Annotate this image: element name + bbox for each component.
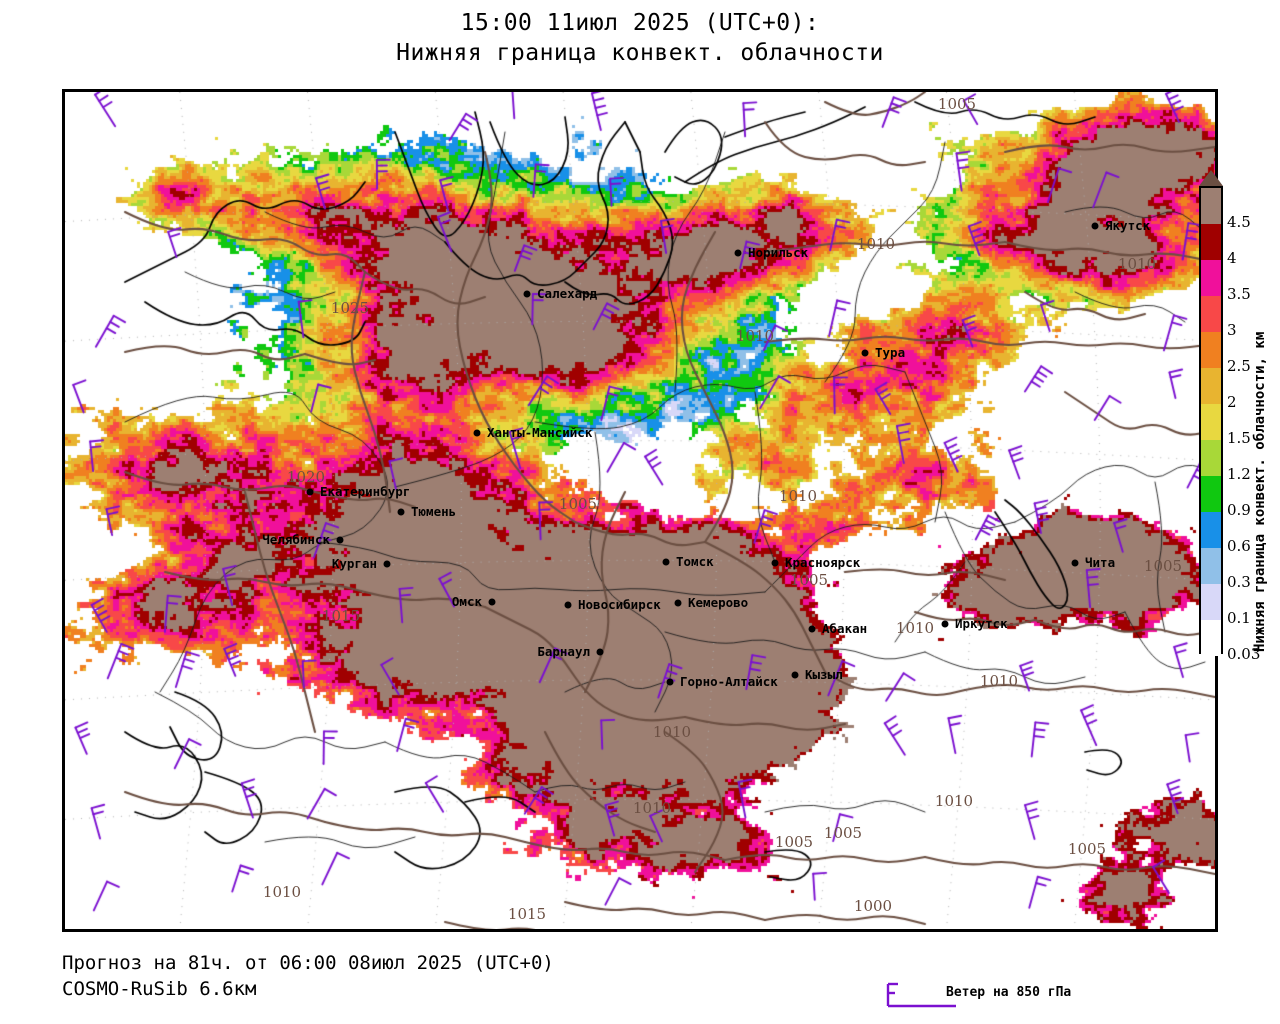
- wind-legend: Ветер на 850 гПа: [876, 980, 1216, 1020]
- isobar-label: 1010: [632, 799, 672, 817]
- colorbar-tick-label: 0.1: [1227, 609, 1251, 627]
- isobar-label: 1020: [286, 468, 326, 486]
- isobar-label: 1010: [652, 723, 692, 741]
- colorbar-segment: [1201, 368, 1221, 404]
- colorbar-segment: [1201, 224, 1221, 260]
- model-info: COSMO-RuSib 6.6км: [62, 978, 257, 1000]
- isobar-label: 1010: [735, 327, 775, 345]
- colorbar-segment: [1201, 620, 1221, 656]
- isobar-label: 1005: [823, 824, 863, 842]
- colorbar-overflow-arrow-icon: [1199, 170, 1223, 186]
- colorbar-tick-label: 3: [1227, 321, 1237, 339]
- isobar-label: 1005: [789, 571, 829, 589]
- colorbar-tick-label: 2: [1227, 393, 1237, 411]
- colorbar-segment: [1201, 404, 1221, 440]
- isobar-label: 1015: [321, 607, 361, 625]
- isobar-label: 1010: [934, 792, 974, 810]
- isobar-label: 1005: [937, 95, 977, 113]
- isobar-label: 1010: [1117, 255, 1157, 273]
- isobar-label: 1005: [558, 495, 598, 513]
- colorbar-tick-label: 0.6: [1227, 537, 1251, 555]
- isobar-label: 1025: [330, 299, 370, 317]
- colorbar-tick-label: 4.5: [1227, 213, 1251, 231]
- colorbar-tick-label: 1.5: [1227, 429, 1251, 447]
- colorbar-tick-label: 0.9: [1227, 501, 1251, 519]
- colorbar-segment: [1201, 548, 1221, 584]
- title-parameter: Нижняя граница конвект. облачности: [396, 40, 884, 66]
- colorbar-tick-label: 2.5: [1227, 357, 1251, 375]
- isobar-label: 1000: [853, 897, 893, 915]
- colorbar-axis-title: Нижняя граница конвект. облачности, км: [1236, 186, 1268, 654]
- colorbar-segment: [1201, 332, 1221, 368]
- page-title: 15:00 11июл 2025 (UTC+0): Нижняя граница…: [0, 8, 1280, 68]
- isobar-label: 1010: [262, 883, 302, 901]
- isobar-label: 1005: [1067, 840, 1107, 858]
- colorbar: 4.5 4 3.5 3 2.5 2 1.5 1.2 0.9 0.6 0.3 0.1 0.03: [1199, 170, 1260, 663]
- footer: Прогноз на 81ч. от 06:00 08июл 2025 (UTC…: [62, 950, 1222, 1002]
- weather-map[interactable]: Якутск Норильск Салехард Тура Ханты-Мансийск…: [62, 89, 1218, 932]
- isobar-label: 1005: [1143, 557, 1183, 575]
- wind-legend-label: Ветер на 850 гПа: [946, 985, 1072, 1000]
- isobar-label: 1005: [774, 833, 814, 851]
- colorbar-segment: [1201, 584, 1221, 620]
- colorbar-tick-label: 1.2: [1227, 465, 1251, 483]
- colorbar-tick-label: 0.3: [1227, 573, 1251, 591]
- title-datetime: 15:00 11июл 2025 (UTC+0):: [460, 10, 820, 36]
- colorbar-segment: [1201, 476, 1221, 512]
- isobar-label: 1015: [507, 905, 547, 923]
- map-field-canvas: [65, 92, 1215, 929]
- colorbar-tick-label: 0.03: [1227, 645, 1261, 663]
- isobar-label: 1010: [856, 235, 896, 253]
- colorbar-tick-label: 3.5: [1227, 285, 1251, 303]
- isobar-label: 1010: [778, 487, 818, 505]
- colorbar-segment: [1201, 260, 1221, 296]
- colorbar-segment: [1201, 188, 1221, 224]
- colorbar-segment: [1201, 296, 1221, 332]
- isobar-label: 1010: [979, 672, 1019, 690]
- colorbar-segment: [1201, 512, 1221, 548]
- wind-barb-icon: [886, 982, 956, 1008]
- forecast-info: Прогноз на 81ч. от 06:00 08июл 2025 (UTC…: [62, 952, 554, 974]
- colorbar-strip: [1199, 186, 1223, 656]
- colorbar-segment: [1201, 440, 1221, 476]
- colorbar-axis-title-text: Нижняя граница конвект. облачности, км: [1252, 331, 1268, 652]
- colorbar-tick-label: 4: [1227, 249, 1237, 267]
- isobar-label: 1010: [895, 619, 935, 637]
